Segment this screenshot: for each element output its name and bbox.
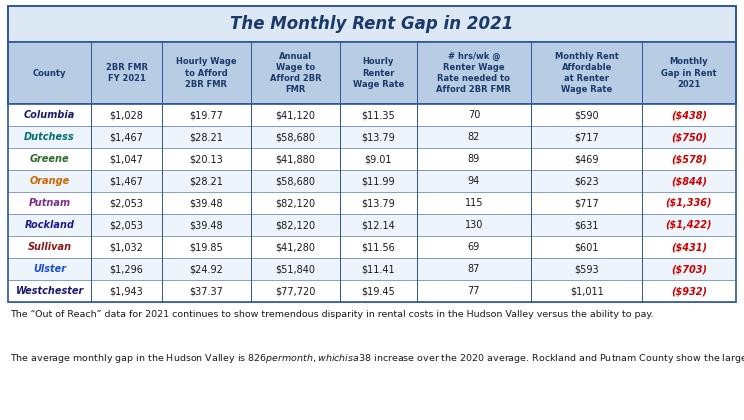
- Text: $590: $590: [574, 110, 599, 120]
- Bar: [8, 170, 736, 192]
- Text: Rockland: Rockland: [25, 220, 74, 230]
- Text: $12.14: $12.14: [362, 220, 395, 230]
- Text: Westchester: Westchester: [16, 286, 84, 296]
- Text: # hrs/wk @
Renter Wage
Rate needed to
Afford 2BR FMR: # hrs/wk @ Renter Wage Rate needed to Af…: [437, 52, 511, 94]
- Text: $19.85: $19.85: [190, 242, 223, 252]
- Text: $469: $469: [574, 154, 599, 164]
- Text: $51,840: $51,840: [275, 264, 315, 274]
- Text: $1,011: $1,011: [570, 286, 603, 296]
- Text: 115: 115: [465, 198, 483, 208]
- Text: $1,296: $1,296: [109, 264, 144, 274]
- Bar: [8, 126, 736, 148]
- Text: The average monthly gap in the Hudson Valley is $826 per month, which is a $38 i: The average monthly gap in the Hudson Va…: [10, 352, 744, 365]
- Text: $1,943: $1,943: [109, 286, 144, 296]
- Text: $82,120: $82,120: [275, 198, 315, 208]
- Text: $717: $717: [574, 198, 599, 208]
- Text: $39.48: $39.48: [190, 198, 223, 208]
- Text: 69: 69: [468, 242, 480, 252]
- Text: $41,880: $41,880: [275, 154, 315, 164]
- Text: $601: $601: [574, 242, 599, 252]
- Bar: [8, 280, 736, 302]
- Text: $631: $631: [574, 220, 599, 230]
- Text: Sullivan: Sullivan: [28, 242, 71, 252]
- Text: Putnam: Putnam: [28, 198, 71, 208]
- Text: ($844): ($844): [671, 176, 707, 186]
- Bar: [8, 6, 736, 42]
- Text: 77: 77: [468, 286, 480, 296]
- Bar: [8, 214, 736, 236]
- Text: $1,032: $1,032: [109, 242, 144, 252]
- Text: $9.01: $9.01: [365, 154, 392, 164]
- Text: $28.21: $28.21: [190, 132, 223, 142]
- Text: Hourly
Renter
Wage Rate: Hourly Renter Wage Rate: [353, 58, 404, 89]
- Bar: [8, 42, 736, 104]
- Text: 70: 70: [468, 110, 480, 120]
- Bar: [8, 192, 736, 214]
- Text: $11.99: $11.99: [362, 176, 395, 186]
- Text: ($1,422): ($1,422): [666, 220, 712, 230]
- Text: $717: $717: [574, 132, 599, 142]
- Text: Columbia: Columbia: [24, 110, 75, 120]
- Text: $19.77: $19.77: [190, 110, 223, 120]
- Text: The Monthly Rent Gap in 2021: The Monthly Rent Gap in 2021: [231, 15, 513, 33]
- Text: $1,467: $1,467: [109, 132, 144, 142]
- Text: $11.35: $11.35: [362, 110, 395, 120]
- Text: 130: 130: [465, 220, 483, 230]
- Text: ($703): ($703): [671, 264, 707, 274]
- Text: Monthly Rent
Affordable
at Renter
Wage Rate: Monthly Rent Affordable at Renter Wage R…: [555, 52, 618, 94]
- Text: Annual
Wage to
Afford 2BR
FMR: Annual Wage to Afford 2BR FMR: [269, 52, 321, 94]
- Text: $1,467: $1,467: [109, 176, 144, 186]
- Text: $39.48: $39.48: [190, 220, 223, 230]
- Text: 89: 89: [468, 154, 480, 164]
- Text: $13.79: $13.79: [362, 132, 395, 142]
- Text: The “Out of Reach” data for 2021 continues to show tremendous disparity in renta: The “Out of Reach” data for 2021 continu…: [10, 310, 654, 319]
- Text: $58,680: $58,680: [275, 132, 315, 142]
- Text: $41,280: $41,280: [275, 242, 315, 252]
- Text: $28.21: $28.21: [190, 176, 223, 186]
- Text: ($1,336): ($1,336): [666, 198, 712, 208]
- Text: $13.79: $13.79: [362, 198, 395, 208]
- Text: $593: $593: [574, 264, 599, 274]
- Text: $11.41: $11.41: [362, 264, 395, 274]
- Text: $2,053: $2,053: [109, 220, 144, 230]
- Text: Greene: Greene: [30, 154, 69, 164]
- Text: 82: 82: [468, 132, 480, 142]
- Text: Monthly
Gap in Rent
2021: Monthly Gap in Rent 2021: [661, 58, 716, 89]
- Text: Ulster: Ulster: [33, 264, 66, 274]
- Text: $58,680: $58,680: [275, 176, 315, 186]
- Text: ($438): ($438): [671, 110, 707, 120]
- Text: ($932): ($932): [671, 286, 707, 296]
- Text: $1,047: $1,047: [109, 154, 144, 164]
- Text: County: County: [33, 68, 66, 78]
- Text: $82,120: $82,120: [275, 220, 315, 230]
- Text: ($750): ($750): [671, 132, 707, 142]
- Text: $11.56: $11.56: [362, 242, 395, 252]
- Text: $623: $623: [574, 176, 599, 186]
- Text: 94: 94: [468, 176, 480, 186]
- Text: $41,120: $41,120: [275, 110, 315, 120]
- Text: ($578): ($578): [671, 154, 707, 164]
- Text: Orange: Orange: [30, 176, 70, 186]
- Text: $20.13: $20.13: [190, 154, 223, 164]
- Text: ($431): ($431): [671, 242, 707, 252]
- Bar: [8, 148, 736, 170]
- Bar: [8, 104, 736, 126]
- Text: $1,028: $1,028: [109, 110, 144, 120]
- Text: $19.45: $19.45: [362, 286, 395, 296]
- Text: Hourly Wage
to Afford
2BR FMR: Hourly Wage to Afford 2BR FMR: [176, 58, 237, 89]
- Bar: [8, 6, 736, 302]
- Text: $2,053: $2,053: [109, 198, 144, 208]
- Text: $37.37: $37.37: [190, 286, 223, 296]
- Text: Dutchess: Dutchess: [25, 132, 75, 142]
- Text: $77,720: $77,720: [275, 286, 315, 296]
- Text: 2BR FMR
FY 2021: 2BR FMR FY 2021: [106, 63, 147, 83]
- Text: 87: 87: [468, 264, 480, 274]
- Bar: [8, 236, 736, 258]
- Text: $24.92: $24.92: [190, 264, 223, 274]
- Bar: [8, 258, 736, 280]
